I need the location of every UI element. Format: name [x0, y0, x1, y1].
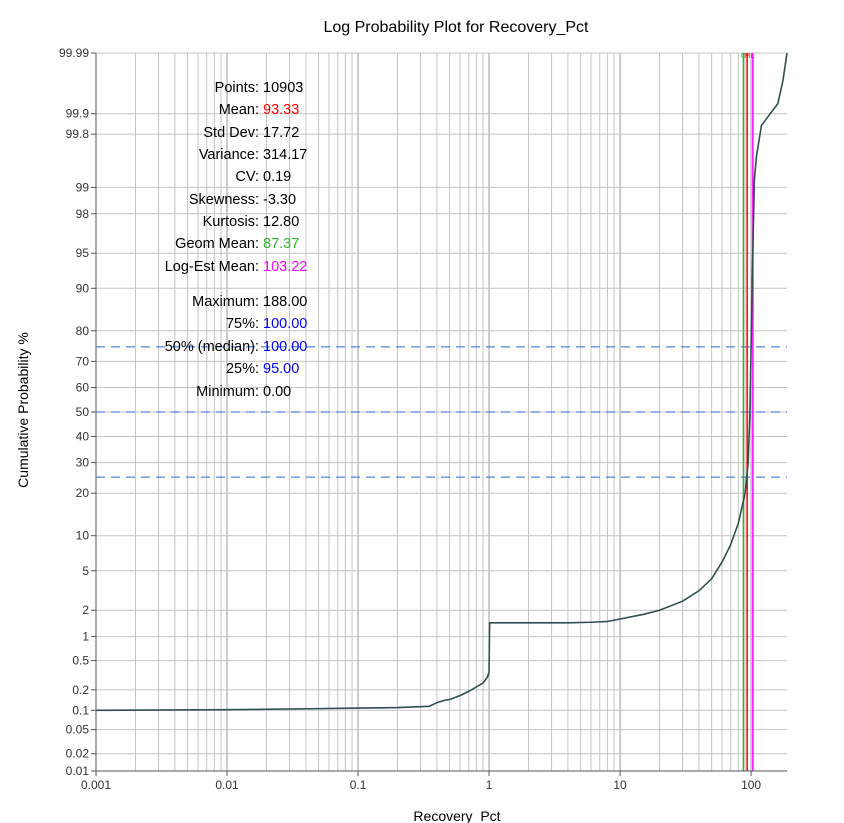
y-tick-label: 50: [76, 405, 90, 419]
x-tick-label: 0.001: [81, 778, 111, 792]
y-tick-label: 40: [76, 429, 90, 443]
stat-value: 0.19: [263, 169, 291, 185]
y-tick-label: 0.5: [72, 654, 89, 668]
stat-value: 12.80: [263, 214, 299, 230]
chart-title: Log Probability Plot for Recovery_Pct: [323, 19, 589, 36]
stat-value: 314.17: [263, 147, 307, 163]
stat-value: 95.00: [263, 361, 299, 377]
y-tick-label: 99.8: [66, 127, 90, 141]
stat-label: Mean:: [219, 102, 259, 118]
y-tick-label: 30: [76, 456, 90, 470]
y-tick-label: 80: [76, 324, 90, 338]
x-tick-label: 100: [741, 778, 761, 792]
stat-label: 75%:: [226, 316, 259, 332]
stat-value: 100.00: [263, 339, 307, 355]
y-tick-label: 99.9: [66, 107, 90, 121]
y-tick-label: 10: [76, 529, 90, 543]
stat-value: 100.00: [263, 316, 307, 332]
stat-label: Minimum:: [196, 384, 259, 400]
y-tick-label: 0.1: [72, 703, 89, 717]
stat-label: Variance:: [199, 147, 259, 163]
x-tick-label: 10: [613, 778, 627, 792]
stat-label: CV:: [235, 169, 259, 185]
x-axis-label: Recovery_Pct: [413, 808, 500, 823]
y-tick-label: 90: [76, 281, 90, 295]
y-tick-label: 98: [76, 207, 90, 221]
stat-value: 10903: [263, 80, 303, 96]
stat-value: -3.30: [263, 192, 296, 208]
y-tick-label: 70: [76, 354, 90, 368]
y-tick-label: 0.05: [66, 723, 90, 737]
stat-label: 25%:: [226, 361, 259, 377]
stat-line-label: G: [741, 53, 746, 60]
y-tick-label: 60: [76, 381, 90, 395]
stat-label: Std Dev:: [203, 125, 259, 141]
y-tick-label: 0.2: [72, 683, 89, 697]
x-tick-label: 0.01: [215, 778, 239, 792]
stat-label: 50% (median):: [165, 339, 259, 355]
stat-line-label: M: [744, 53, 750, 60]
stat-label: Maximum:: [192, 294, 259, 310]
stat-value: 87.37: [263, 236, 299, 252]
y-tick-label: 20: [76, 486, 90, 500]
stat-label: Geom Mean:: [175, 236, 259, 252]
y-tick-label: 5: [82, 564, 89, 578]
stat-value: 103.22: [263, 259, 307, 275]
series-line: [95, 52, 788, 712]
y-axis-label: Cumulative Probability %: [15, 332, 31, 488]
y-tick-label: 2: [82, 603, 89, 617]
axes: 0.01 0.02 0.05 0.1 0.2 0.5 1 2 5 10 20 30 40 50 60 70 80…: [59, 46, 787, 792]
stat-line-label: L: [751, 53, 755, 60]
series-layer: [95, 52, 788, 712]
y-tick-label: 99: [76, 180, 90, 194]
y-tick-label: 99.99: [59, 46, 89, 60]
stat-value: 0.00: [263, 384, 291, 400]
stat-label: Kurtosis:: [203, 214, 259, 230]
stat-label: Skewness:: [189, 192, 259, 208]
stat-label: Log-Est Mean:: [165, 259, 259, 275]
reference-lines: GM L: [96, 53, 787, 771]
stat-value: 188.00: [263, 294, 307, 310]
stat-value: 17.72: [263, 125, 299, 141]
y-tick-label: 1: [82, 630, 89, 644]
y-tick-label: 0.02: [66, 747, 90, 761]
x-tick-label: 0.1: [350, 778, 367, 792]
y-tick-label: 95: [76, 246, 90, 260]
stat-label: Points:: [215, 80, 259, 96]
x-tick-label: 1: [486, 778, 493, 792]
stat-value: 93.33: [263, 102, 299, 118]
y-tick-label: 0.01: [66, 764, 90, 778]
